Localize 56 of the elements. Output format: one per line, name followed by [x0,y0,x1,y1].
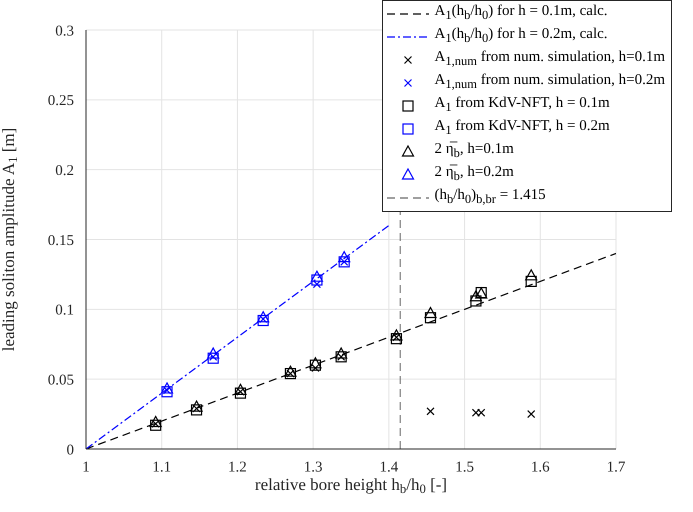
point [527,410,536,418]
point [470,290,482,302]
point [312,280,322,288]
point [207,347,220,359]
point [390,329,403,340]
legend-label: A$_{1}$ from KdV-NFT, h = 0.2m [434,117,610,139]
point [190,400,203,412]
legend-label: A$_{1}$(h$_{b}$/h$_{0}$) for h = 0.2m, calc. [434,25,608,47]
point [258,314,269,326]
point [190,404,202,416]
legend-label: 2 η̅$_{b}$, h=0.2m [434,163,514,185]
x-tick-label: 1.2 [228,460,247,476]
point [470,295,482,307]
x-tick-label: 1.5 [455,460,474,476]
point [310,360,322,371]
y-tick-label: 0.1 [55,302,74,319]
point [424,312,436,324]
y-tick-label: 0 [66,442,74,458]
point [309,357,322,368]
point [284,366,297,377]
point [234,384,247,395]
legend-label: A$_{1}$(h$_{b}$/h$_{0}$) for h = 0.1m, calc. [434,2,608,24]
point [310,270,324,282]
x-tick-label: 1.3 [304,460,323,476]
y-tick-label: 0.05 [48,372,74,388]
point [208,352,219,364]
y-tick-label: 0.3 [55,23,74,40]
x-tick-label: 1 [82,460,90,476]
point [525,269,538,280]
point [257,311,270,322]
legend-label: A$_{1}$ from KdV-NFT, h = 0.1m [434,94,610,116]
legend-label: A$_{1,num}$ from num. simulation, h=0.2m [434,71,665,93]
point [150,420,162,431]
y-tick-label: 0.15 [48,232,74,249]
x-tick-label: 1.1 [152,460,172,476]
point [311,364,320,372]
x-tick-label: 1.6 [530,460,550,476]
point [335,347,348,359]
point [161,386,173,398]
point [390,333,402,344]
point [311,274,323,286]
y-tick-label: 0.25 [48,93,74,110]
ref-line-label: (h$_{b}$/h$_{0}$)$_{b,br}$ = 1.415 [434,186,546,208]
point [234,388,246,399]
point [424,306,437,318]
legend-label: A$_{1,num}$ from num. simulation, h=0.1m [434,48,665,70]
point [526,276,537,287]
point [338,251,350,262]
point [160,382,174,394]
legend-label: 2 η̅$_{b}$, h=0.1m [434,140,514,162]
x-axis-title: relative bore height h$_{b}$/h$_{0}$ [-] [254,475,448,496]
x-tick-label: 1.7 [606,460,626,476]
y-tick-label: 0.2 [55,162,74,179]
x-tick-label: 1.4 [379,460,399,476]
point [426,407,435,416]
point [150,416,162,428]
